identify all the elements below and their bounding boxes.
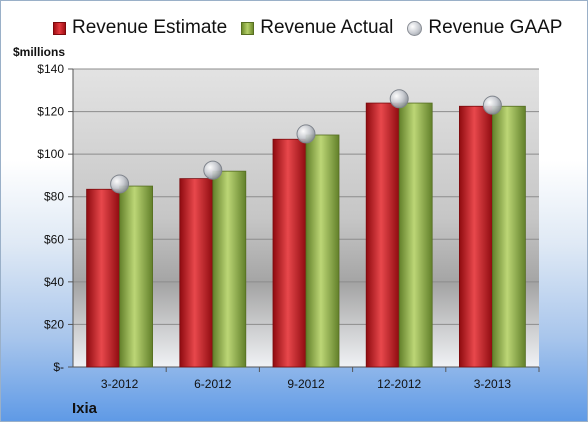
- bar-revenue-estimate: [86, 188, 120, 368]
- bar-revenue-actual: [491, 105, 526, 368]
- legend-swatch-estimate: [53, 21, 66, 35]
- x-tick-label: 9-2012: [287, 377, 325, 391]
- bar-revenue-actual: [119, 185, 153, 368]
- y-tick-label: $60: [44, 232, 64, 246]
- y-tick-label: $120: [37, 105, 64, 119]
- legend-item-actual: Revenue Actual: [241, 17, 393, 39]
- company-name: Ixia: [72, 400, 98, 417]
- y-tick-label: $40: [44, 275, 64, 289]
- y-axis-unit-label: $millions: [13, 45, 66, 59]
- marker-revenue-gaap: [482, 95, 502, 115]
- legend-swatch-actual: [241, 21, 255, 35]
- bar-revenue-estimate: [365, 102, 400, 368]
- y-tick-label: $20: [44, 317, 64, 331]
- legend-item-estimate: Revenue Estimate: [53, 17, 227, 39]
- legend-label-actual: Revenue Actual: [260, 17, 394, 38]
- chart-legend: Revenue Estimate Revenue Actual Revenue …: [53, 17, 576, 39]
- marker-revenue-gaap: [203, 160, 223, 180]
- marker-revenue-gaap: [110, 174, 130, 194]
- bar-revenue-estimate: [458, 105, 493, 368]
- legend-swatch-gaap: [407, 20, 423, 36]
- legend-label-estimate: Revenue Estimate: [72, 17, 228, 38]
- legend-item-gaap: Revenue GAAP: [407, 17, 562, 39]
- y-tick-label: $80: [44, 190, 64, 204]
- bar-revenue-estimate: [179, 178, 214, 368]
- x-tick-label: 6-2012: [194, 377, 232, 391]
- y-tick-label: $-: [53, 360, 64, 374]
- x-tick-label: 3-2012: [101, 377, 139, 391]
- x-tick-label: 3-2013: [474, 377, 512, 391]
- bar-revenue-actual: [212, 170, 247, 368]
- y-tick-label: $100: [37, 147, 64, 161]
- bar-revenue-actual: [398, 102, 433, 368]
- bar-revenue-actual: [305, 134, 340, 368]
- marker-revenue-gaap: [296, 124, 316, 144]
- legend-label-gaap: Revenue GAAP: [428, 17, 563, 38]
- x-tick-label: 12-2012: [377, 377, 421, 391]
- bar-revenue-estimate: [272, 138, 307, 368]
- marker-revenue-gaap: [389, 89, 409, 109]
- y-tick-label: $140: [37, 62, 64, 76]
